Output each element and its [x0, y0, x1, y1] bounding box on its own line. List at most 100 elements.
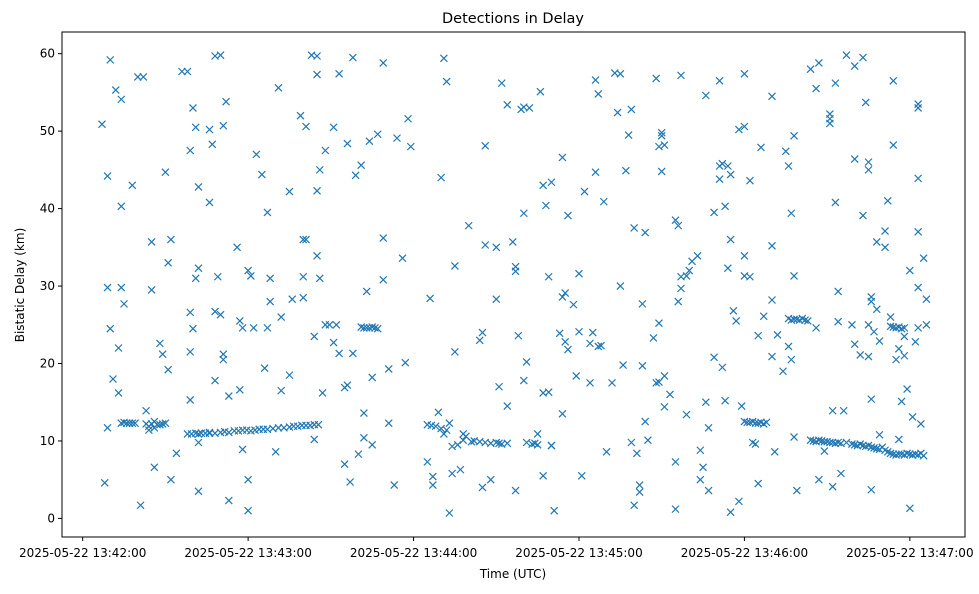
data-point [106, 324, 115, 333]
data-point [558, 409, 567, 418]
data-point [428, 481, 437, 490]
data-point [191, 123, 200, 132]
data-point [550, 506, 559, 515]
data-point [787, 355, 796, 364]
data-point [787, 209, 796, 218]
y-axis: 0 10 20 30 40 50 60 [40, 47, 62, 525]
data-point [362, 287, 371, 296]
data-point [536, 87, 545, 96]
data-point [790, 131, 798, 140]
data-point [586, 339, 594, 348]
data-point [379, 234, 388, 242]
data-point [346, 478, 355, 486]
data-point [158, 350, 167, 359]
data-point [867, 395, 876, 404]
data-point [599, 197, 608, 206]
data-point [343, 139, 352, 148]
data-point [710, 208, 719, 217]
data-points [98, 51, 931, 517]
data-point [161, 419, 170, 428]
data-point [348, 349, 357, 358]
data-point [740, 122, 749, 131]
x-tick-label: 2025-05-22 13:43:00 [184, 546, 311, 560]
data-point [547, 178, 556, 187]
data-point [315, 165, 324, 174]
data-point [881, 227, 889, 235]
data-point [864, 352, 873, 361]
data-point [872, 305, 881, 314]
data-point [434, 408, 443, 417]
data-point [704, 423, 713, 432]
data-point [442, 77, 451, 86]
data-point [652, 378, 661, 387]
data-point [445, 419, 454, 428]
data-point [519, 376, 528, 385]
data-point [781, 147, 790, 156]
data-point [503, 402, 512, 411]
data-point [486, 475, 495, 484]
data-point [682, 410, 691, 419]
data-point [740, 69, 749, 78]
data-point [801, 316, 810, 325]
data-point [313, 70, 321, 79]
data-point [541, 201, 550, 210]
data-point [150, 463, 159, 472]
data-point [539, 471, 548, 480]
data-point [820, 447, 829, 455]
data-point [213, 272, 222, 281]
data-point [914, 174, 923, 183]
data-point [768, 241, 776, 250]
data-point [249, 323, 258, 332]
x-tick-label: 2025-05-22 13:46:00 [681, 546, 808, 560]
data-point [103, 423, 112, 432]
data-point [351, 171, 360, 180]
data-point [142, 406, 151, 415]
data-point [244, 506, 253, 515]
data-point [544, 272, 553, 281]
data-point [166, 235, 175, 244]
data-point [257, 170, 266, 179]
data-point [205, 429, 214, 438]
data-point [277, 313, 286, 321]
data-point [208, 140, 217, 149]
data-point [757, 143, 765, 152]
data-point [914, 103, 923, 112]
data-point [522, 358, 531, 366]
data-point [919, 451, 928, 460]
data-point [359, 433, 368, 442]
data-point [886, 449, 895, 458]
data-point [390, 481, 399, 490]
data-point [839, 406, 848, 415]
data-point [464, 221, 473, 230]
data-point [734, 497, 743, 506]
data-point [314, 420, 323, 429]
data-point [916, 419, 925, 428]
data-point [657, 167, 666, 176]
data-point [770, 447, 779, 456]
data-point [368, 373, 377, 382]
data-point [701, 91, 710, 100]
data-point [564, 345, 572, 354]
data-point [164, 258, 173, 267]
data-point [726, 235, 735, 244]
data-point [103, 283, 112, 292]
data-point [147, 285, 156, 294]
data-point [914, 283, 923, 292]
data-point [522, 438, 531, 447]
data-point [872, 237, 881, 246]
data-point [630, 224, 639, 232]
data-point [111, 86, 120, 95]
data-point [842, 438, 851, 447]
data-point [660, 371, 669, 380]
data-point [704, 486, 713, 495]
y-tick-label: 60 [40, 47, 55, 61]
y-tick-label: 30 [40, 279, 55, 293]
data-point [671, 505, 680, 514]
data-point [867, 443, 876, 452]
y-tick-label: 20 [40, 357, 55, 371]
data-point [859, 53, 867, 62]
data-point [671, 216, 680, 225]
data-point [368, 440, 377, 449]
data-point [442, 426, 451, 435]
data-point [715, 76, 724, 85]
